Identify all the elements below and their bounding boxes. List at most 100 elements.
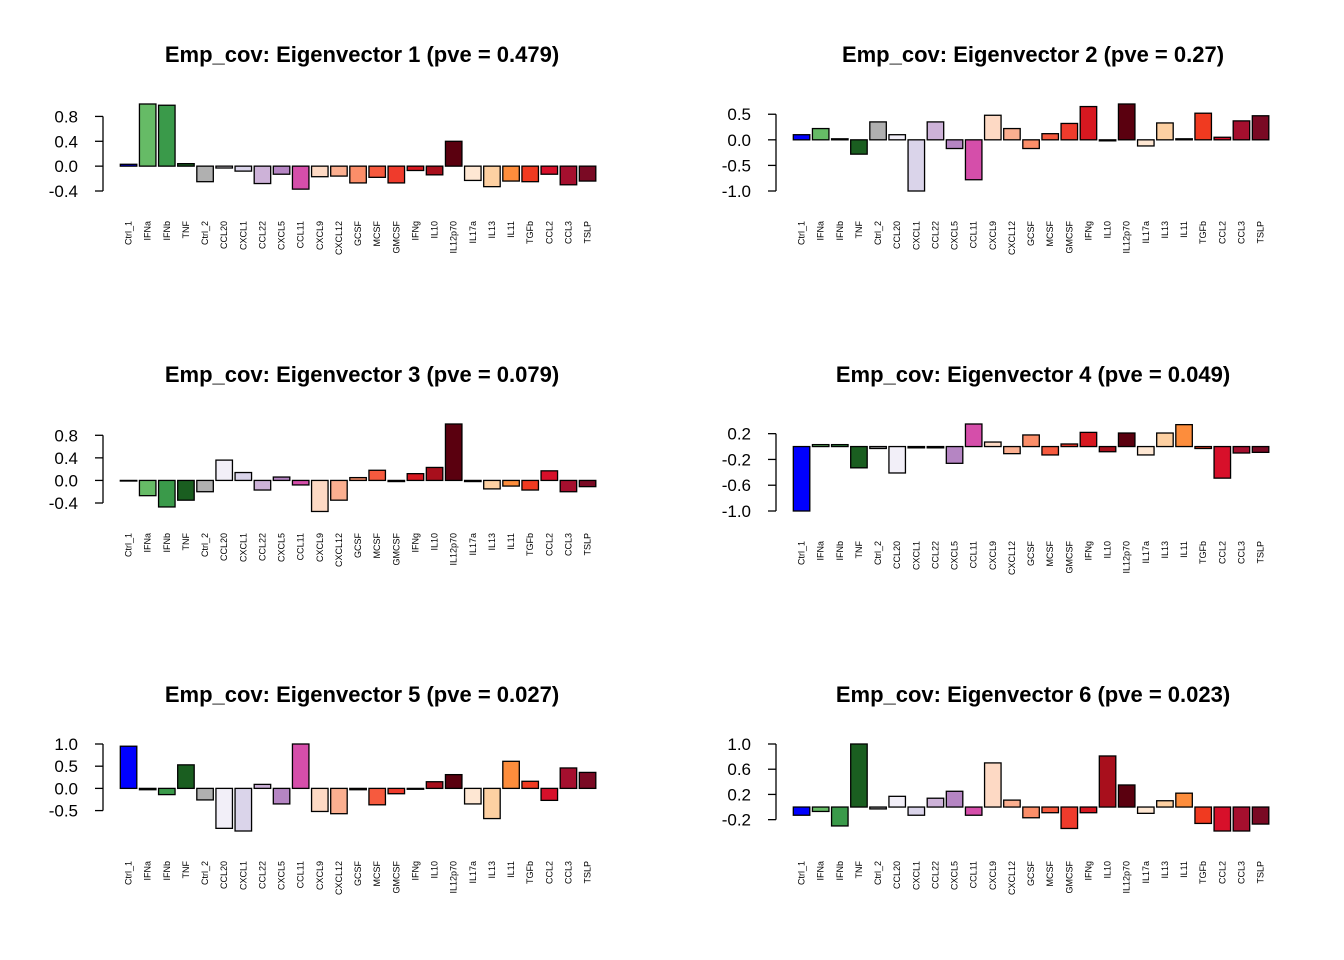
y-tick-label: -1.0 (722, 502, 751, 521)
x-tick-label: MCSF (372, 533, 382, 559)
panel-plot: Ctrl_1 IFNa IFNb TNF Ctrl_2 CCL20 CXCL1 CCL22 CX… (722, 103, 1270, 255)
x-tick-label: TGFb (1198, 861, 1208, 884)
x-tick-label: CXCL1 (911, 861, 921, 890)
x-tick-label: IFNg (1083, 541, 1093, 561)
bar-ifnb (830, 443, 849, 448)
x-tick-label: CXCL5 (277, 861, 287, 890)
bar-tnf (850, 139, 868, 155)
x-tick-label: CCL11 (969, 541, 979, 568)
bar-il17a (463, 165, 482, 182)
x-tick-label: IL11 (1179, 861, 1189, 878)
x-tick-label: CCL3 (563, 221, 573, 244)
bar-ifnb (157, 787, 176, 796)
bar-ccl20 (215, 459, 234, 482)
x-tick-label: CCL2 (544, 221, 554, 244)
bar-ccl20 (888, 795, 907, 808)
bar-ccl3 (1232, 445, 1251, 454)
bar-ccl22 (253, 479, 272, 491)
bar-cxcl9 (983, 114, 1002, 141)
bar-il13 (1156, 800, 1174, 808)
x-tick-label: TGFb (1198, 541, 1208, 564)
bar-ctrl-1 (792, 806, 811, 816)
x-tick-label: CXCL12 (1007, 221, 1017, 255)
x-tick-label: CCL20 (892, 861, 902, 889)
bar-ifna (138, 787, 157, 791)
bar-ifnb (157, 104, 176, 167)
bar-mcsf (1041, 806, 1060, 814)
x-tick-label: GMCSF (1064, 221, 1074, 254)
x-tick-label: Ctrl_2 (200, 861, 210, 885)
bar-gcsf (349, 165, 367, 184)
x-tick-label: IFNg (410, 861, 420, 881)
bar-ifng (1079, 431, 1098, 448)
y-tick-label: -1.0 (722, 182, 751, 201)
bar-ccl2 (540, 165, 559, 175)
x-tick-label: CXCL5 (277, 533, 287, 562)
x-tick-label: IFNa (143, 221, 153, 241)
x-tick-label: IL13 (487, 861, 497, 879)
bar-cxcl1 (234, 787, 253, 832)
panel-eigenvector-4: Emp_cov: Eigenvector 4 (pve = 0.049) Ctr… (722, 362, 1270, 575)
y-tick-label: 0.4 (54, 449, 78, 468)
bar-cxcl9 (983, 441, 1002, 448)
x-tick-label: CCL2 (1217, 861, 1227, 884)
x-tick-label: GMCSF (391, 861, 401, 894)
x-tick-label: IFNb (162, 221, 172, 241)
bar-ctrl-1 (119, 163, 138, 167)
bar-tgfb (1194, 806, 1213, 825)
x-tick-label: IL10 (430, 533, 440, 551)
x-tick-label: CCL22 (257, 533, 267, 561)
bar-ifna (811, 127, 830, 141)
bar-il11 (502, 760, 520, 790)
x-tick-label: CXCL1 (238, 533, 248, 562)
x-tick-label: CCL11 (296, 861, 306, 888)
x-tick-label: IL13 (1160, 861, 1170, 879)
y-tick-label: 0.8 (54, 107, 78, 126)
x-tick-label: TGFb (525, 533, 535, 556)
y-tick-label: -0.5 (722, 156, 751, 175)
x-tick-label: Ctrl_1 (797, 221, 807, 245)
x-tick-label: IFNg (1083, 861, 1093, 881)
x-tick-label: IL11 (1179, 221, 1189, 238)
x-tick-label: IL12p70 (449, 861, 459, 894)
bar-ccl20 (215, 165, 234, 169)
x-tick-label: IL17a (1141, 861, 1151, 884)
y-tick-label: 0.2 (727, 785, 751, 804)
y-tick-label: -0.4 (49, 494, 78, 513)
x-tick-label: GMCSF (1064, 541, 1074, 574)
panel-eigenvector-2: Emp_cov: Eigenvector 2 (pve = 0.27) Ctrl… (722, 42, 1270, 255)
x-tick-label: TSLP (1256, 541, 1266, 564)
bar-il12p70 (444, 140, 463, 167)
x-tick-label: Ctrl_1 (797, 861, 807, 885)
x-tick-label: IL13 (487, 533, 497, 551)
x-tick-label: CCL3 (1236, 221, 1246, 244)
bar-ccl20 (215, 787, 234, 829)
bar-il13 (1156, 122, 1174, 141)
x-tick-label: TSLP (583, 221, 593, 244)
x-tick-label: IL10 (1103, 221, 1113, 239)
panel-plot: Ctrl_1 IFNa IFNb TNF Ctrl_2 CCL20 CXCL1 CCL22 CX… (49, 103, 597, 255)
bar-ifna (138, 103, 157, 167)
x-tick-label: MCSF (372, 221, 382, 247)
bar-il10 (1098, 445, 1117, 453)
bar-il10 (1098, 755, 1117, 808)
bar-ccl22 (253, 165, 272, 185)
bar-il17a (1136, 445, 1155, 456)
x-tick-label: CCL20 (892, 541, 902, 569)
x-tick-label: TGFb (1198, 221, 1208, 244)
bar-ifna (811, 443, 830, 448)
bar-ccl11 (964, 139, 983, 181)
bar-ccl11 (291, 743, 310, 790)
bar-gcsf (1022, 434, 1040, 448)
bar-ifnb (830, 806, 849, 827)
y-tick-label: 0.5 (54, 757, 78, 776)
bar-tnf (850, 743, 868, 808)
x-tick-label: IL10 (1103, 541, 1113, 559)
bar-cxcl5 (272, 476, 291, 482)
x-tick-label: GCSF (353, 533, 363, 559)
bar-ifng (1079, 806, 1098, 814)
x-tick-label: CCL11 (969, 861, 979, 888)
bar-gmcsf (1060, 443, 1079, 448)
bar-cxcl12 (330, 165, 348, 177)
x-tick-label: IL17a (468, 861, 478, 884)
